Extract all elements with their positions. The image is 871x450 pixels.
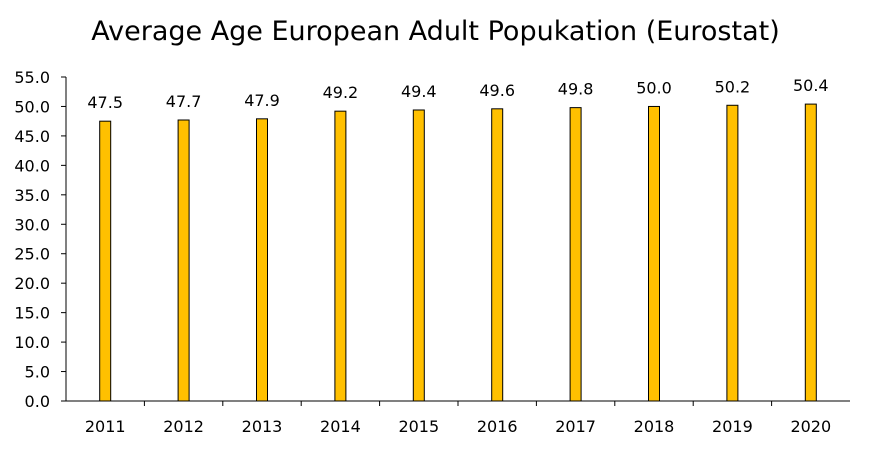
bar <box>99 120 112 402</box>
y-tick-label: 5.0 <box>25 363 50 382</box>
x-axis: 2011 2012 2013 2014 2015 2016 2017 2018 2019 2020 <box>66 400 850 436</box>
data-label: 47.5 <box>87 93 123 112</box>
y-tick-label: 40.0 <box>14 156 50 175</box>
data-label: 49.4 <box>401 82 437 101</box>
y-tick-label: 50.0 <box>14 97 50 116</box>
bar <box>412 109 425 402</box>
bar <box>334 110 347 402</box>
bar <box>726 104 739 402</box>
x-tick-label: 2014 <box>320 417 361 436</box>
data-label: 50.2 <box>715 77 751 96</box>
data-label: 50.4 <box>793 76 829 95</box>
y-tick-label: 30.0 <box>14 215 50 234</box>
x-tick-label: 2016 <box>477 417 518 436</box>
bar <box>177 119 190 402</box>
x-tick-label: 2012 <box>163 417 204 436</box>
y-tick-label: 10.0 <box>14 333 50 352</box>
y-tick-label: 20.0 <box>14 274 50 293</box>
bar <box>804 103 817 402</box>
bar <box>569 107 582 402</box>
data-label: 47.9 <box>244 91 280 110</box>
x-tick-label: 2019 <box>712 417 753 436</box>
x-tick-label: 2013 <box>242 417 283 436</box>
data-label: 49.2 <box>323 83 359 102</box>
y-tick-label: 15.0 <box>14 304 50 323</box>
bar <box>648 105 660 402</box>
data-label: 49.8 <box>558 80 594 99</box>
y-tick-label: 55.0 <box>14 68 50 87</box>
x-tick-label: 2015 <box>398 417 439 436</box>
data-label: 47.7 <box>166 92 202 111</box>
bar <box>491 108 504 402</box>
x-tick-label: 2017 <box>555 417 596 436</box>
data-label: 49.6 <box>479 81 515 100</box>
y-tick-label: 45.0 <box>14 127 50 146</box>
bars <box>99 103 817 402</box>
y-axis: 0.0 5.0 10.0 15.0 20.0 25.0 30.0 35.0 40.0 45.0 50… <box>14 68 67 411</box>
x-tick-label: 2020 <box>790 417 831 436</box>
bar <box>256 118 268 402</box>
data-label: 50.0 <box>636 78 672 97</box>
y-tick-label: 0.0 <box>25 392 50 411</box>
y-tick-label: 25.0 <box>14 245 50 264</box>
y-tick-label: 35.0 <box>14 186 50 205</box>
data-labels: 47.5 47.7 47.9 49.2 49.4 49.6 49.8 50.0 50.2 50.4 <box>87 76 828 112</box>
x-tick-label: 2018 <box>634 417 675 436</box>
x-tick-label: 2011 <box>85 417 126 436</box>
chart-title: Average Age European Adult Popukation (E… <box>91 16 780 47</box>
